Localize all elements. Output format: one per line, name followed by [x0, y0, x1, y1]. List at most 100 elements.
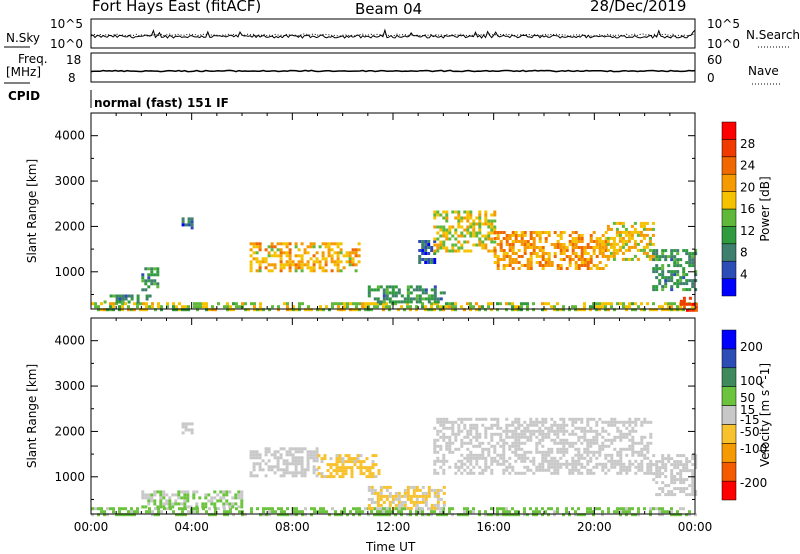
power-cell — [190, 220, 194, 224]
power-cell — [580, 249, 584, 252]
power-cell — [556, 267, 560, 270]
velocity-cell — [562, 447, 566, 451]
power-cell — [147, 276, 151, 280]
velocity-cell — [631, 438, 635, 442]
power-cell — [661, 288, 665, 292]
velocity-cell — [694, 513, 697, 517]
velocity-cell — [294, 447, 298, 451]
power-cell — [333, 242, 337, 246]
power-cell — [181, 217, 185, 221]
power-cell — [580, 246, 584, 249]
power-cell — [673, 261, 677, 265]
velocity-cell — [604, 444, 608, 448]
power-cell — [520, 237, 524, 240]
velocity-cell — [577, 456, 581, 460]
velocity-ytick-label: 4000 — [54, 334, 85, 348]
velocity-cell — [562, 453, 566, 457]
velocity-cell — [592, 438, 596, 442]
power-cell — [330, 269, 334, 273]
velocity-cell — [368, 475, 372, 479]
velocity-cell — [255, 456, 259, 460]
velocity-cell — [652, 454, 656, 458]
power-cell — [303, 263, 307, 267]
velocity-cell — [350, 457, 354, 461]
power-cell — [526, 258, 530, 261]
velocity-cell — [377, 469, 381, 473]
velocity-cell — [565, 450, 569, 454]
velocity-cell — [517, 438, 521, 442]
power-cell — [592, 264, 596, 267]
velocity-cell — [616, 459, 620, 463]
power-cell — [541, 255, 545, 258]
velocity-cell — [658, 513, 661, 517]
power-region-1 — [103, 294, 152, 304]
power-cell — [336, 260, 340, 264]
power-cell — [406, 291, 410, 295]
velocity-cell — [553, 423, 557, 427]
velocity-cell — [688, 469, 692, 473]
velocity-cell — [577, 450, 581, 454]
velocity-cell — [166, 507, 169, 511]
velocity-cell — [589, 510, 592, 514]
power-cell — [336, 266, 340, 270]
power-colorbar-tick: 28 — [740, 137, 755, 151]
velocity-cell — [451, 441, 455, 445]
power-cell — [484, 216, 488, 220]
power-cell — [673, 255, 677, 259]
velocity-cell — [270, 468, 274, 472]
velocity-region-1 — [141, 490, 244, 509]
power-cell — [136, 300, 140, 304]
velocity-cell — [535, 441, 539, 445]
power-cell — [397, 308, 400, 312]
power-cell — [598, 252, 602, 255]
velocity-cell — [466, 429, 470, 433]
velocity-cell — [262, 513, 265, 517]
velocity-cell — [195, 490, 199, 494]
velocity-cell — [159, 502, 163, 506]
velocity-cell — [514, 444, 518, 448]
velocity-cell — [285, 471, 289, 475]
velocity-cell — [553, 471, 557, 475]
velocity-cell — [310, 507, 313, 511]
velocity-cell — [610, 453, 614, 457]
power-cell — [664, 258, 668, 262]
power-cell — [430, 246, 434, 249]
power-cell — [648, 236, 652, 240]
velocity-cell — [478, 444, 482, 448]
velocity-cell — [436, 471, 440, 475]
power-cell — [571, 258, 575, 261]
velocity-cell — [643, 444, 647, 448]
power-cell — [253, 305, 256, 309]
velocity-cell — [631, 441, 635, 445]
power-cell — [294, 254, 298, 258]
velocity-cell — [604, 471, 608, 475]
velocity-cell — [676, 463, 680, 467]
velocity-cell — [163, 507, 166, 511]
power-cell — [187, 308, 190, 312]
power-cell — [610, 302, 613, 306]
velocity-cell — [421, 497, 425, 501]
velocity-cell — [625, 468, 629, 472]
velocity-cell — [565, 510, 568, 514]
velocity-cell — [160, 510, 163, 514]
velocity-cell — [592, 435, 596, 439]
velocity-cell — [613, 420, 617, 424]
power-cell — [556, 302, 559, 306]
velocity-cell — [371, 475, 375, 479]
power-cell — [406, 305, 409, 309]
velocity-cell — [523, 441, 527, 445]
power-cell — [312, 242, 316, 246]
velocity-cell — [262, 507, 265, 511]
power-cell — [691, 282, 695, 286]
velocity-cell — [655, 463, 659, 467]
velocity-cell — [553, 513, 556, 517]
velocity-cell — [317, 454, 321, 458]
velocity-cell — [688, 484, 692, 488]
velocity-cell — [544, 435, 548, 439]
power-cell — [285, 242, 289, 246]
velocity-cell — [91, 507, 94, 511]
velocity-cell — [201, 505, 205, 509]
velocity-cell — [508, 429, 512, 433]
velocity-cell — [463, 423, 467, 427]
velocity-cell — [228, 505, 232, 509]
